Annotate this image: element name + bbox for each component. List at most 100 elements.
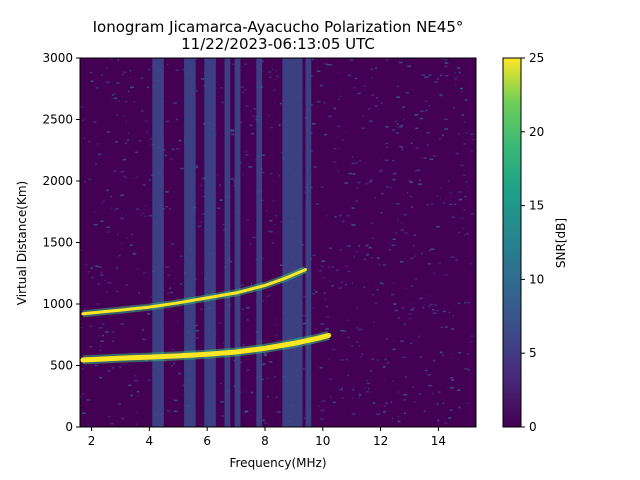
noise-speckle (438, 391, 441, 393)
noise-speckle (455, 78, 457, 81)
noise-speckle (413, 401, 416, 403)
noise-speckle (263, 352, 267, 355)
noise-speckle (374, 196, 376, 199)
noise-speckle (345, 358, 349, 361)
noise-speckle (414, 255, 416, 257)
noise-speckle (372, 77, 374, 79)
noise-speckle (405, 92, 410, 94)
noise-speckle (150, 174, 153, 177)
noise-speckle (444, 422, 448, 424)
noise-speckle (444, 62, 449, 64)
noise-speckle (195, 330, 199, 332)
noise-speckle (341, 387, 344, 389)
noise-speckle (433, 272, 435, 275)
noise-speckle (113, 170, 117, 172)
noise-speckle (169, 158, 174, 160)
noise-speckle (444, 65, 448, 68)
noise-speckle (464, 301, 467, 304)
noise-speckle (173, 102, 177, 104)
noise-speckle (99, 376, 103, 379)
noise-speckle (391, 417, 394, 420)
noise-speckle (249, 242, 251, 245)
noise-speckle (407, 191, 409, 194)
noise-speckle (371, 257, 374, 259)
x-axis-ticks: 2 4 6 8 10 12 14 (88, 427, 446, 448)
noise-speckle (463, 233, 466, 236)
noise-speckle (122, 114, 125, 117)
noise-speckle (248, 166, 253, 168)
colorbar-tick-label: 15 (529, 199, 544, 213)
noise-speckle (395, 120, 397, 123)
noise-speckle (221, 101, 223, 103)
noise-speckle (444, 274, 449, 276)
noise-speckle (200, 78, 205, 80)
noise-speckle (80, 326, 83, 329)
noise-speckle (269, 76, 272, 79)
noise-speckle (413, 278, 418, 280)
noise-speckle (467, 186, 469, 189)
noise-speckle (323, 63, 328, 65)
noise-speckle (263, 354, 268, 357)
noise-speckle (323, 322, 325, 325)
noise-speckle (144, 120, 149, 122)
noise-speckle (319, 418, 324, 420)
noise-speckle (331, 265, 334, 268)
noise-speckle (113, 97, 118, 100)
noise-speckle (352, 156, 354, 158)
noise-speckle (439, 351, 443, 354)
noise-speckle (346, 214, 350, 217)
noise-speckle (347, 319, 350, 321)
noise-speckle (436, 403, 439, 405)
noise-speckle (376, 97, 379, 99)
noise-speckle (132, 177, 134, 179)
noise-speckle (357, 181, 361, 184)
noise-speckle (385, 186, 389, 188)
noise-speckle (385, 142, 389, 145)
noise-speckle (338, 287, 342, 289)
noise-speckle (399, 124, 404, 127)
noise-speckle (162, 360, 167, 362)
noise-speckle (323, 102, 326, 104)
noise-speckle (324, 133, 327, 136)
noise-speckle (100, 271, 103, 274)
noise-speckle (108, 415, 110, 418)
echo-trace (80, 332, 332, 363)
noise-speckle (261, 363, 266, 366)
noise-speckle (382, 366, 386, 368)
noise-speckle (453, 106, 456, 109)
noise-speckle (426, 144, 429, 146)
noise-speckle (239, 162, 242, 164)
noise-speckle (358, 245, 360, 247)
noise-speckle (309, 150, 314, 152)
noise-speckle (371, 293, 375, 296)
noise-speckle (243, 411, 248, 414)
noise-speckle (326, 214, 328, 217)
noise-speckle (317, 405, 320, 407)
echo-traces (80, 266, 332, 365)
noise-speckle (110, 195, 112, 198)
noise-speckle (252, 236, 257, 239)
noise-speckle (88, 178, 92, 181)
interference-band (282, 58, 303, 427)
noise-speckle (199, 184, 203, 187)
noise-speckle (366, 380, 368, 382)
noise-speckle (339, 215, 341, 218)
noise-speckle (426, 132, 431, 134)
noise-speckle (179, 167, 184, 170)
noise-speckle (147, 379, 151, 382)
noise-speckle (458, 351, 462, 354)
noise-speckle (385, 126, 389, 128)
noise-speckle (344, 182, 349, 184)
noise-speckle (392, 348, 396, 351)
noise-speckle (458, 231, 460, 234)
noise-speckle (425, 76, 429, 78)
noise-speckle (195, 324, 198, 327)
noise-speckle (397, 85, 399, 88)
noise-speckle (405, 376, 408, 378)
noise-speckle (361, 353, 364, 355)
noise-speckle (89, 72, 93, 74)
noise-speckle (338, 98, 340, 100)
noise-speckle (385, 58, 390, 61)
noise-speckle (128, 90, 130, 93)
noise-speckle (431, 203, 434, 205)
